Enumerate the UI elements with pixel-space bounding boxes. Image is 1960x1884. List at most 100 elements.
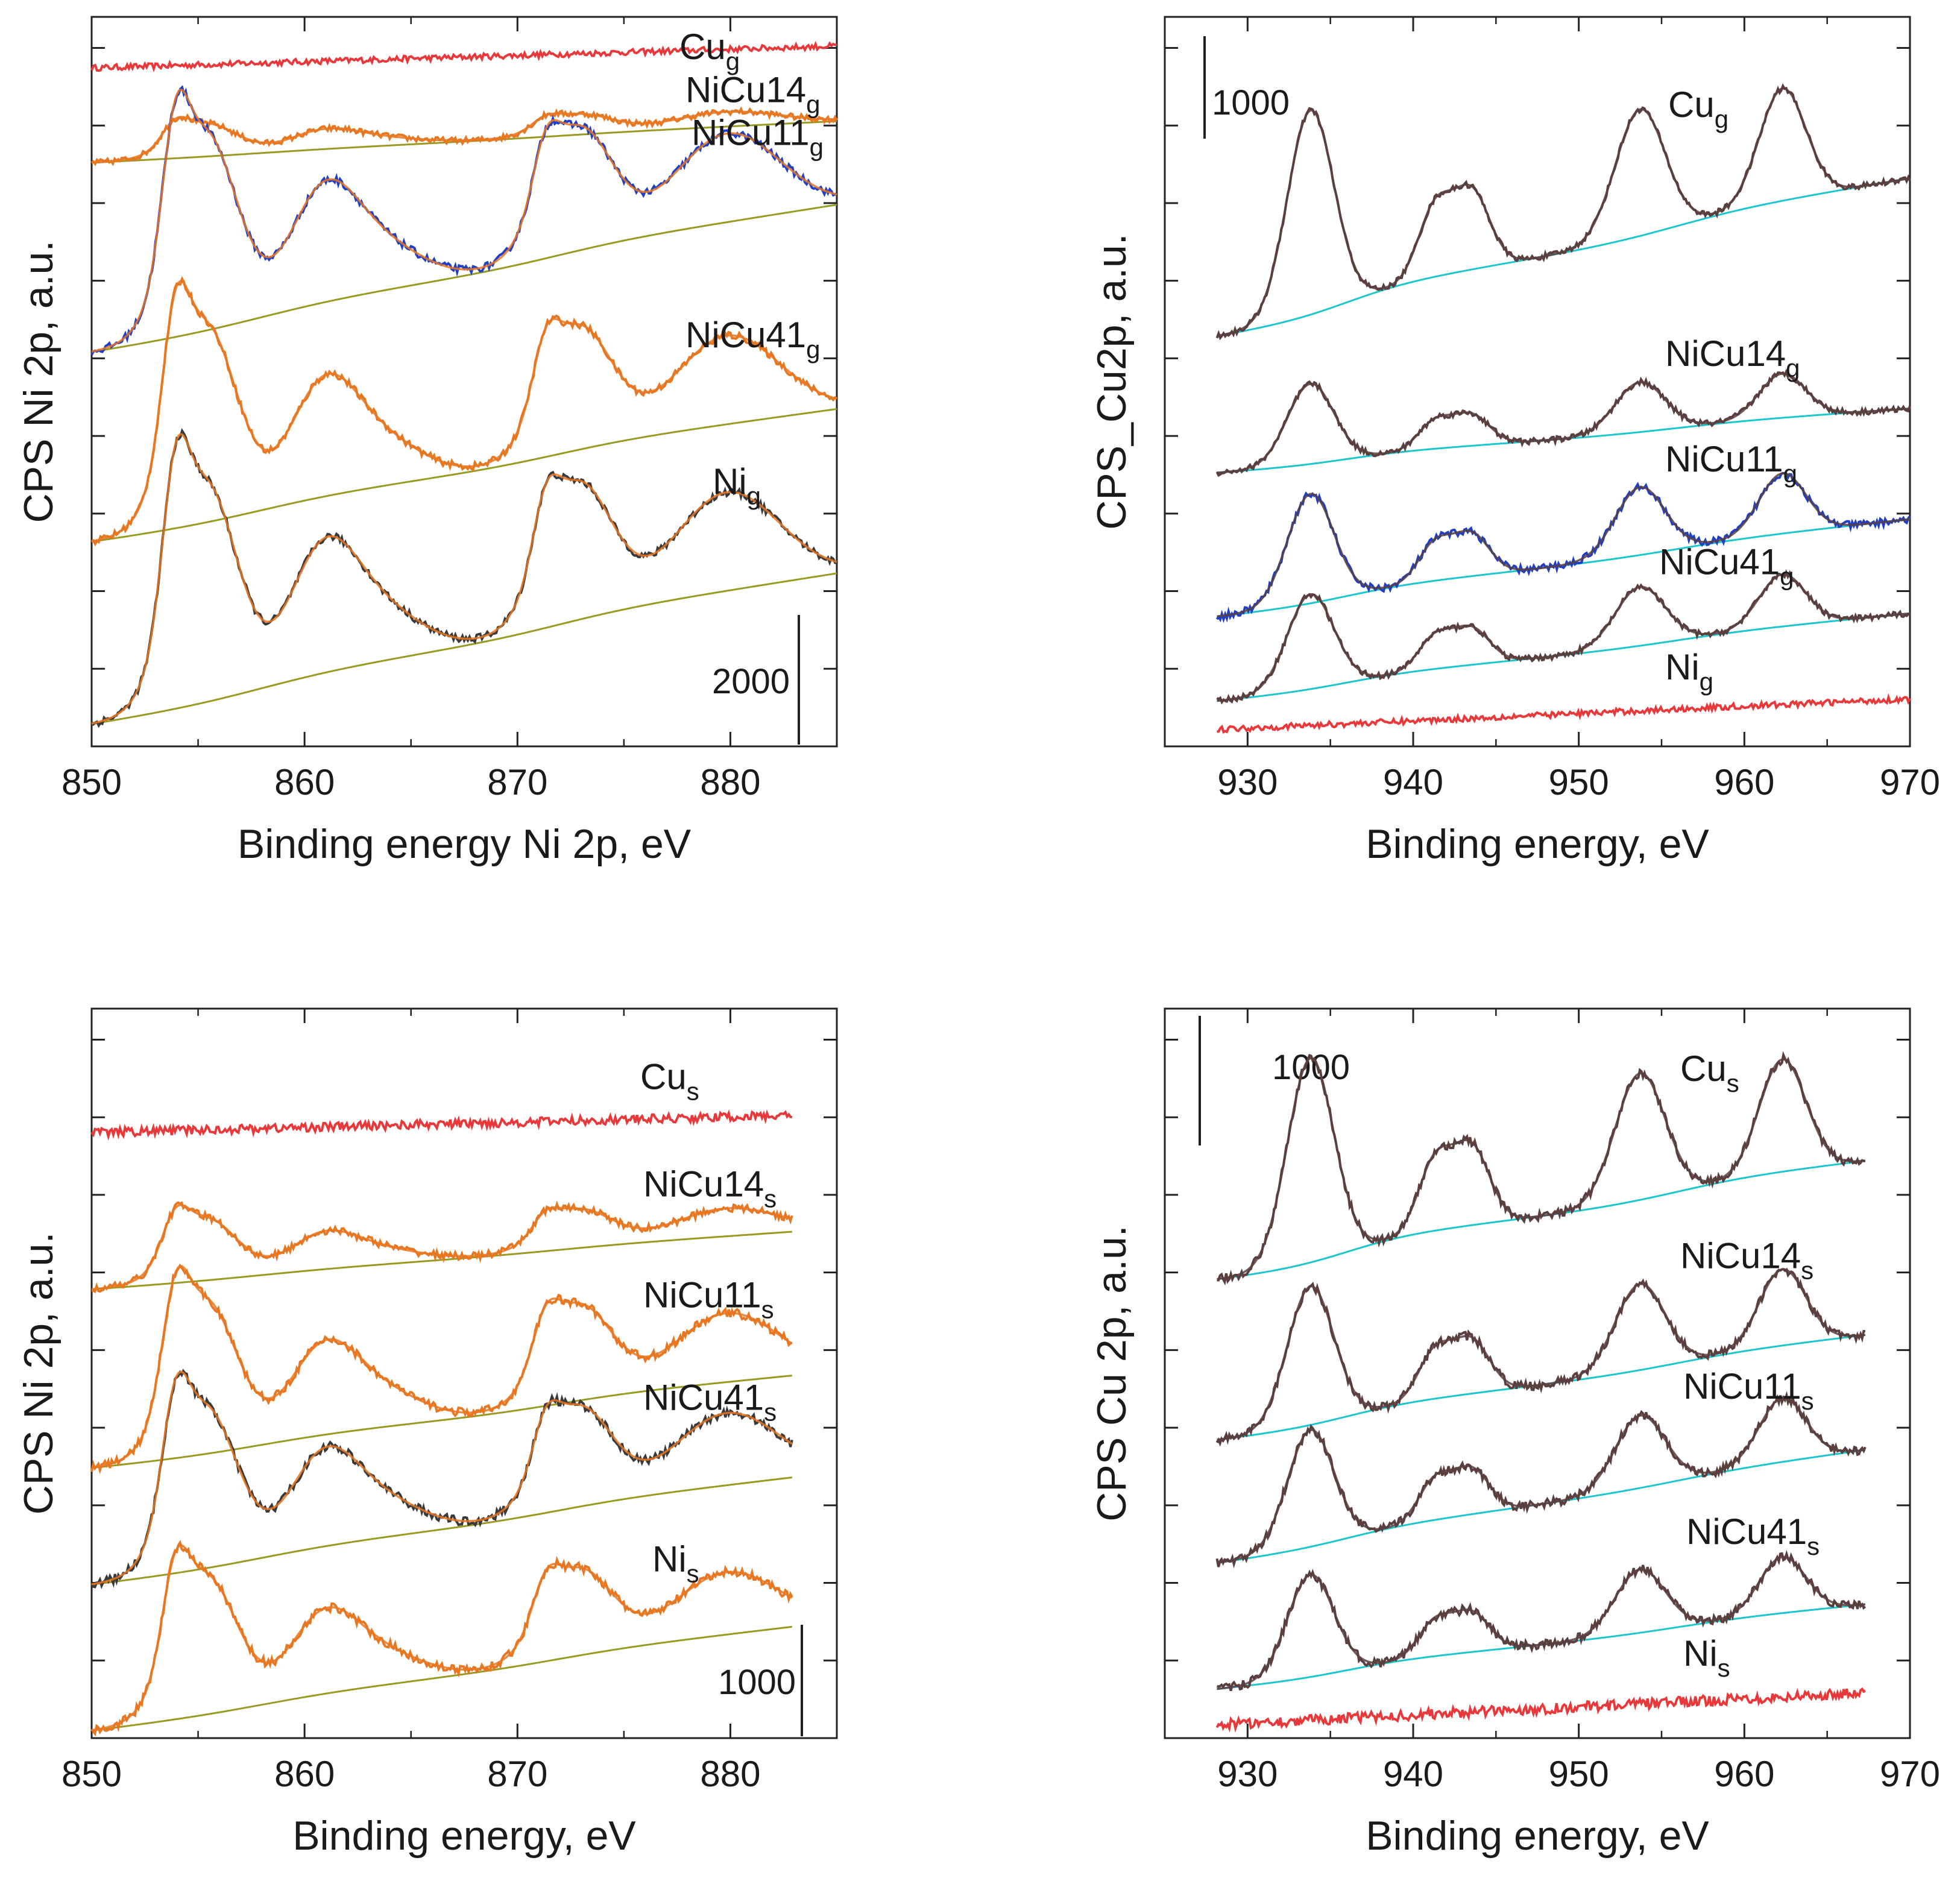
- x-axis-title: Binding energy, eV: [1366, 1813, 1709, 1859]
- series-name: Cu: [1668, 84, 1715, 125]
- series-subscript: g: [1715, 105, 1728, 133]
- scale-bar-label: 1000: [718, 1663, 796, 1702]
- x-axis-title: Binding energy, eV: [292, 1813, 636, 1859]
- x-tick-label: 940: [1383, 762, 1443, 802]
- series-name: NiCu14: [685, 70, 806, 110]
- series-label: NiCu41s: [643, 1377, 777, 1426]
- plot-frame: [90, 16, 838, 748]
- series-subscript: g: [810, 133, 824, 161]
- series-label: Cus: [1680, 1048, 1739, 1097]
- spectrum-ni-s: [90, 1540, 793, 1737]
- series-subscript: g: [726, 47, 740, 75]
- fit-envelope: [91, 1370, 793, 1586]
- series-subscript: g: [1700, 667, 1713, 696]
- background-line: [91, 1375, 792, 1469]
- x-tick-label: 860: [274, 762, 335, 802]
- background-line: [91, 1230, 792, 1291]
- fit-envelope: [1217, 373, 1911, 474]
- series-label: NiCu11g: [692, 112, 824, 161]
- series-subscript: s: [687, 1560, 699, 1588]
- x-tick-label: 880: [700, 762, 760, 802]
- series-subscript: g: [747, 482, 761, 510]
- series-name: Ni: [713, 461, 747, 502]
- series-label: Nig: [1665, 647, 1713, 696]
- plot-frame: [1164, 1007, 1911, 1739]
- series-label: NiCu11g: [1665, 439, 1797, 488]
- scale-bar-label: 2000: [712, 662, 790, 701]
- series-label: Cug: [679, 27, 740, 75]
- series-label: NiCu14g: [1665, 333, 1800, 382]
- background-line: [91, 204, 837, 353]
- series-subscript: g: [1780, 562, 1794, 591]
- series-name: NiCu14: [1680, 1236, 1801, 1276]
- x-tick-label: 950: [1549, 1754, 1609, 1794]
- fit-envelope: [1217, 87, 1911, 337]
- background-line: [91, 408, 837, 543]
- x-tick-label: 860: [274, 1754, 335, 1794]
- x-tick-label: 970: [1880, 762, 1940, 802]
- series-subscript: g: [1786, 354, 1800, 382]
- series-subscript: s: [1718, 1654, 1730, 1682]
- series-label: Nig: [713, 461, 761, 510]
- series-label: Nis: [1683, 1633, 1730, 1682]
- x-tick-label: 870: [487, 762, 547, 802]
- series-subscript: g: [1783, 459, 1797, 488]
- x-tick-label: 970: [1880, 1754, 1940, 1794]
- series-name: NiCu11: [643, 1275, 761, 1315]
- series-label: NiCu41s: [1686, 1511, 1820, 1560]
- series-name: NiCu14: [1665, 333, 1786, 374]
- spectrum-nicu14-s: [91, 1200, 793, 1294]
- plot-frame: [90, 1007, 838, 1739]
- series-name: Ni: [1683, 1633, 1718, 1674]
- series-name: NiCu11: [1683, 1366, 1801, 1407]
- series-label: NiCu41g: [1659, 542, 1794, 591]
- spectrum-cu-g: [90, 40, 837, 73]
- series-name: Cu: [1680, 1048, 1727, 1089]
- series-label: NiCu14s: [643, 1164, 777, 1213]
- fit-envelope: [91, 1544, 793, 1731]
- spectrum-cu-s: [90, 1109, 793, 1141]
- series-name: NiCu41: [685, 315, 806, 355]
- spectrum-nicu14-g: [1215, 368, 1911, 477]
- x-tick-label: 870: [487, 1754, 547, 1794]
- series-label: Cug: [1668, 84, 1728, 133]
- series-label: NiCu11s: [1683, 1366, 1814, 1415]
- series-subscript: s: [1727, 1069, 1739, 1097]
- series-name: NiCu11: [692, 112, 810, 153]
- y-axis-title: CPS_Cu2p, a.u.: [1089, 233, 1135, 529]
- background-line: [91, 1476, 792, 1586]
- scale-bar-label: 1000: [1272, 1048, 1350, 1087]
- x-axis-title: Binding energy, eV: [1366, 821, 1709, 867]
- series-subscript: s: [1801, 1256, 1813, 1285]
- series-name: Cu: [679, 27, 726, 67]
- fit-envelope: [1217, 573, 1911, 702]
- y-axis-title: CPS Ni 2p, a.u.: [16, 241, 61, 523]
- series-name: Ni: [652, 1539, 687, 1580]
- panel-cu2p-s: 930 940 950 960 970 Binding energy, eV CPS Cu …: [1089, 1007, 1940, 1859]
- panel-cu2p-g: 930 940 950 960 970 Binding energy, eV CPS_Cu2…: [1089, 16, 1940, 867]
- series-label: Nis: [652, 1539, 699, 1588]
- series-name: NiCu14: [643, 1164, 764, 1205]
- x-tick-label: 880: [700, 1754, 760, 1794]
- y-axis-title: CPS Ni 2p, a.u.: [16, 1232, 61, 1515]
- x-tick-label: 960: [1714, 762, 1774, 802]
- background-line: [1217, 613, 1911, 702]
- spectrum-ni-g: [1217, 693, 1911, 734]
- series-name: NiCu41: [643, 1377, 764, 1417]
- series-label: Cus: [640, 1056, 699, 1105]
- series-label: NiCu14s: [1680, 1236, 1813, 1285]
- x-tick-label: 950: [1549, 762, 1609, 802]
- fit-envelope: [91, 433, 837, 725]
- x-tick-label: 850: [61, 762, 122, 802]
- panel-ni2p-s: 850 860 870 880 Binding energy, eV CPS Ni 2p,…: [16, 1007, 838, 1859]
- x-tick-label: 930: [1217, 1754, 1278, 1794]
- scale-bar-label: 1000: [1212, 83, 1290, 122]
- series-subscript: s: [1801, 1387, 1814, 1415]
- x-tick-label: 930: [1217, 762, 1278, 802]
- fit-envelope: [91, 89, 837, 353]
- fit-envelope: [91, 1204, 793, 1291]
- fit-envelope: [1217, 1057, 1865, 1281]
- series-name: Ni: [1665, 647, 1700, 687]
- series-label: NiCu41g: [685, 315, 820, 364]
